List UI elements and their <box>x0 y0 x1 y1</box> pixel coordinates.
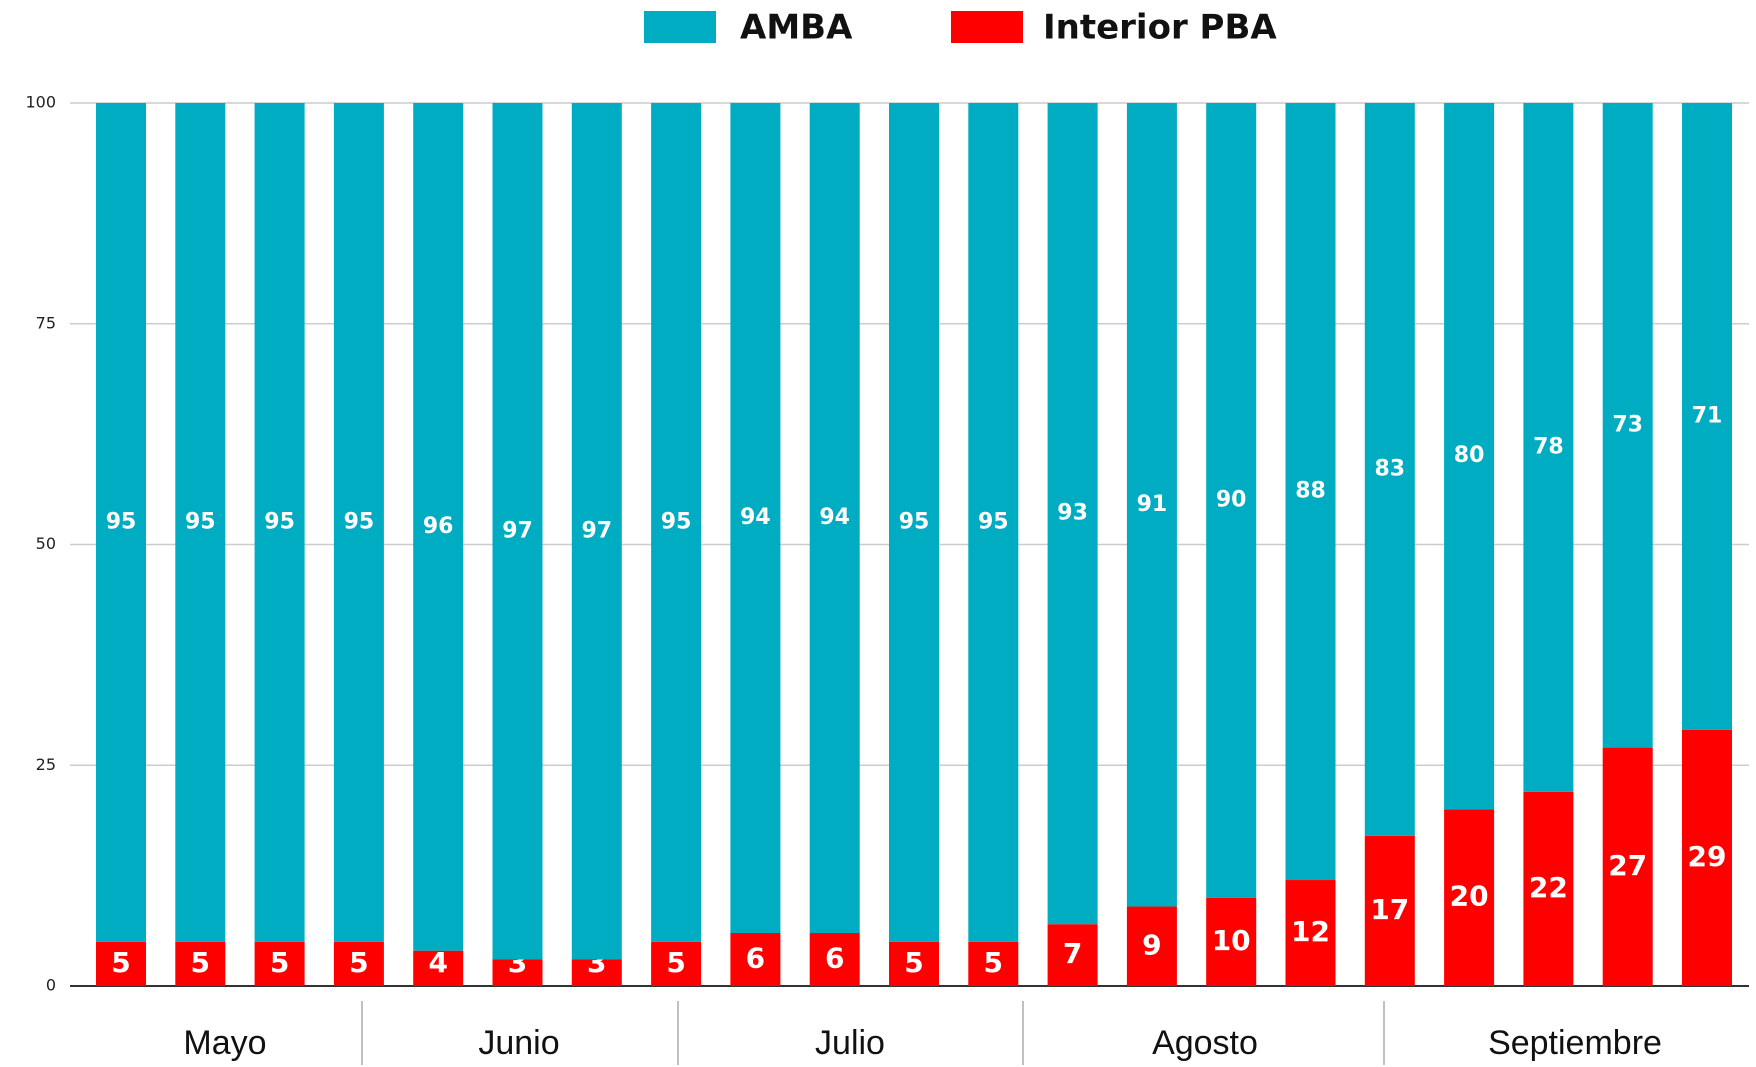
y-tick-label: 50 <box>36 534 56 553</box>
bar-segment <box>1682 729 1732 986</box>
value-label: 71 <box>1692 403 1723 428</box>
value-label: 5 <box>904 946 923 979</box>
bar-segment <box>651 103 702 942</box>
value-label: 95 <box>106 509 137 534</box>
value-label: 95 <box>344 509 375 534</box>
bar-segment <box>96 941 146 986</box>
bar-segment <box>968 941 1019 986</box>
legend-label: Interior PBA <box>1043 8 1277 48</box>
bar-segment <box>175 103 226 942</box>
value-label: 27 <box>1608 849 1647 882</box>
bar-segment <box>730 933 781 986</box>
value-label: 80 <box>1454 443 1485 468</box>
bar-segment <box>413 103 464 951</box>
bar-segment <box>1364 835 1415 986</box>
value-label: 5 <box>191 946 210 979</box>
bar-segment <box>1285 103 1336 881</box>
value-label: 83 <box>1374 456 1405 481</box>
y-tick-label: 0 <box>46 976 56 995</box>
bar-segment <box>1364 103 1415 836</box>
value-label: 95 <box>661 509 692 534</box>
value-label: 5 <box>111 946 130 979</box>
group-label: Junio <box>478 1024 559 1062</box>
value-label: 4 <box>428 946 447 979</box>
value-label: 88 <box>1295 479 1326 504</box>
bar-segment <box>1523 791 1574 986</box>
bar-segment <box>1047 924 1098 986</box>
bar-segment <box>413 950 464 986</box>
bar-segment <box>175 941 226 986</box>
bar-segment <box>651 941 702 986</box>
value-label: 12 <box>1291 915 1330 948</box>
legend-swatch <box>951 11 1023 43</box>
bar-segment <box>1206 897 1257 986</box>
value-label: 10 <box>1212 924 1251 957</box>
bar-segment <box>968 103 1019 942</box>
y-tick-label: 100 <box>25 93 56 112</box>
bar-segment <box>1444 103 1495 810</box>
bar-segment <box>1285 880 1336 986</box>
value-label: 97 <box>581 518 612 543</box>
bar-segment <box>809 933 860 986</box>
value-label: 5 <box>270 946 289 979</box>
group-label: Julio <box>815 1024 885 1062</box>
value-label: 7 <box>1063 937 1082 970</box>
group-label: Mayo <box>183 1024 266 1062</box>
value-label: 93 <box>1057 501 1088 526</box>
bar-segment <box>96 103 146 942</box>
value-label: 94 <box>740 505 771 530</box>
legend-label: AMBA <box>740 8 853 48</box>
value-label: 78 <box>1533 434 1564 459</box>
value-label: 29 <box>1688 840 1727 873</box>
value-label: 5 <box>666 946 685 979</box>
legend-swatch <box>644 11 716 43</box>
bar-segment <box>254 103 305 942</box>
value-label: 95 <box>185 509 216 534</box>
value-label: 91 <box>1137 492 1168 517</box>
bar-segment <box>571 103 622 960</box>
bar-segment <box>333 941 384 986</box>
bar-segment <box>1126 906 1177 986</box>
bar-segment <box>571 959 622 986</box>
value-label: 95 <box>899 509 930 534</box>
bar-segment <box>1682 103 1732 730</box>
bar-segment <box>492 103 543 960</box>
bar-segment <box>809 103 860 934</box>
value-label: 97 <box>502 518 533 543</box>
bar-segment <box>1047 103 1098 925</box>
bar-segment <box>889 103 939 942</box>
value-label: 5 <box>349 946 368 979</box>
value-label: 96 <box>423 514 454 539</box>
value-label: 22 <box>1529 871 1568 904</box>
bar-segment <box>889 941 939 986</box>
value-label: 9 <box>1142 928 1161 961</box>
y-tick-label: 25 <box>36 755 56 774</box>
value-label: 73 <box>1612 412 1643 437</box>
value-label: 20 <box>1450 880 1489 913</box>
bar-segment <box>1444 809 1495 986</box>
value-label: 95 <box>264 509 295 534</box>
group-label: Septiembre <box>1488 1024 1662 1062</box>
value-label: 6 <box>746 942 765 975</box>
bar-segment <box>1206 103 1257 898</box>
bar-segment <box>254 941 305 986</box>
value-label: 6 <box>825 942 844 975</box>
bar-segment <box>492 959 543 986</box>
bar-segment <box>333 103 384 942</box>
bar-segment <box>1523 103 1574 792</box>
bar-segment <box>1602 103 1653 748</box>
value-label: 90 <box>1216 487 1247 512</box>
value-label: 95 <box>978 509 1009 534</box>
value-label: 5 <box>984 946 1003 979</box>
y-tick-label: 75 <box>36 313 56 332</box>
group-label: Agosto <box>1152 1024 1258 1062</box>
bar-segment <box>730 103 781 934</box>
bar-segment <box>1602 747 1653 986</box>
value-label: 94 <box>819 505 850 530</box>
bar-segment <box>1126 103 1177 907</box>
value-label: 17 <box>1370 893 1409 926</box>
